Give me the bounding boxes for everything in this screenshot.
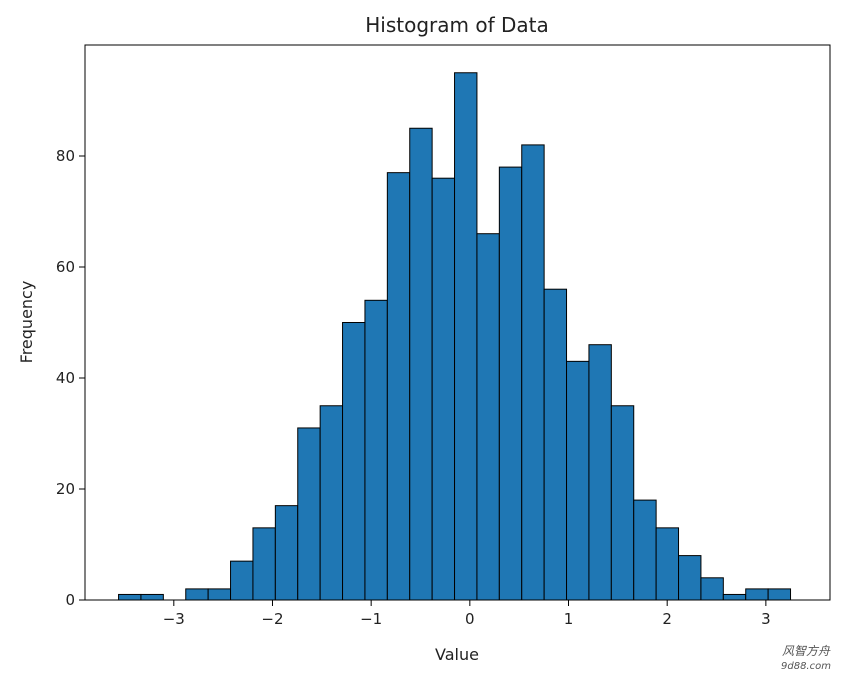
x-tick-label: −2: [261, 610, 283, 628]
histogram-bar: [319, 405, 344, 601]
y-axis-ticks: 0 20 40 60 80: [56, 147, 85, 609]
x-tick-label: −3: [163, 610, 185, 628]
histogram-bar: [655, 527, 680, 601]
watermark-text: 风智方舟: [782, 644, 831, 658]
histogram-bar: [274, 505, 299, 601]
y-tick-label: 40: [56, 369, 75, 387]
histogram-bar: [342, 322, 366, 601]
histogram-bar: [364, 299, 388, 601]
x-tick-label: 0: [465, 610, 475, 628]
histogram-bar: [767, 588, 792, 601]
histogram-bar: [543, 288, 568, 601]
histogram-bar: [610, 405, 635, 601]
x-tick-label: 3: [761, 610, 771, 628]
plot-frame: [84, 44, 831, 601]
histogram-bar: [476, 233, 500, 601]
y-tick-label: 80: [56, 147, 75, 165]
histogram-bar: [700, 577, 724, 601]
histogram-bar: [633, 499, 657, 601]
histogram-bar: [454, 72, 478, 601]
histogram-bar: [498, 166, 523, 601]
watermark-url: 9d88.com: [781, 661, 831, 672]
chart-title: Histogram of Data: [365, 13, 549, 37]
histogram-bar: [431, 177, 456, 601]
y-tick-label: 60: [56, 258, 75, 276]
histogram-bar: [409, 127, 433, 601]
histogram-bar: [140, 593, 164, 601]
histogram-bar: [678, 555, 702, 601]
y-tick-label: 20: [56, 480, 75, 498]
histogram-bar: [185, 588, 209, 601]
histogram-bar: [386, 172, 411, 601]
x-tick-label: 2: [662, 610, 672, 628]
histogram-bar: [521, 144, 545, 601]
histogram-bar: [118, 593, 142, 601]
x-axis-ticks: −3 −2 −1 0 1 2 3: [163, 600, 771, 628]
histogram-bar: [566, 360, 590, 601]
histogram-bar: [230, 560, 254, 601]
histogram-bar: [297, 427, 321, 601]
x-axis-label: Value: [435, 645, 479, 664]
y-tick-label: 0: [65, 591, 75, 609]
histogram-bar: [207, 588, 232, 601]
histogram-bar: [252, 527, 276, 601]
histogram-bar: [588, 344, 612, 601]
y-axis-label: Frequency: [17, 281, 36, 364]
histogram-bar: [722, 593, 747, 601]
bars-group: [118, 72, 792, 601]
x-tick-label: 1: [564, 610, 574, 628]
x-tick-label: −1: [360, 610, 382, 628]
histogram-bar: [745, 588, 769, 601]
